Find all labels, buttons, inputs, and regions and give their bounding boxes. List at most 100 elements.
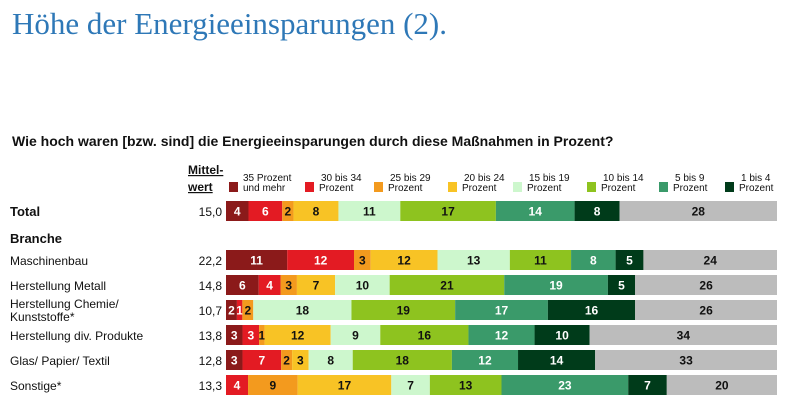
legend-swatch-8: [725, 182, 734, 192]
data-label-herstellung-div-produkte-4: 12: [291, 329, 305, 343]
bar-segment-sonstige-7: [501, 375, 629, 395]
data-label-glas-papier-textil-2: 7: [258, 354, 265, 368]
bar-segment-glas-papier-textil-5: [308, 350, 353, 370]
legend-label-7-line-1: 5 bis 9: [675, 173, 705, 184]
mean-value-total: 15,0: [199, 205, 223, 219]
bar-segment-herstellung-div-produkte-3: [259, 325, 265, 345]
legend-label-3-line-1: 25 bis 29: [390, 173, 431, 184]
data-label-herstellung-metall-3: 3: [285, 279, 292, 293]
data-label-herstellung-chemie-kunststoffe-7: 17: [495, 304, 509, 318]
legend-swatch-3: [374, 182, 383, 192]
data-label-maschinenbau-5: 13: [467, 254, 481, 268]
data-label-total-5: 11: [363, 205, 376, 219]
legend-label-4-line-1: 20 bis 24: [464, 173, 505, 184]
bar-segment-sonstige-2: [226, 375, 249, 395]
data-label-herstellung-metall-7: 19: [549, 279, 563, 293]
bar-segment-herstellung-metall-6: [389, 275, 505, 295]
mean-header-line-2: wert: [187, 180, 213, 194]
legend-label-1-line-1: 35 Prozent: [243, 173, 292, 184]
bar-segment-maschinenbau-6: [509, 250, 572, 270]
bar-segment-sonstige-9: [666, 375, 777, 395]
data-label-glas-papier-textil-7: 12: [478, 354, 492, 368]
bar-segment-maschinenbau-2: [287, 250, 355, 270]
data-label-total-4: 8: [313, 205, 320, 219]
data-label-herstellung-metall-2: 4: [266, 279, 273, 293]
row-label-herstellung-chemie-kunststoffe-line-1: Herstellung Chemie/: [10, 297, 119, 311]
data-label-glas-papier-textil-6: 18: [396, 354, 410, 368]
mean-value-glas-papier-textil: 12,8: [199, 354, 223, 368]
bar-segment-total-3: [282, 201, 294, 221]
row-label-total: Total: [10, 204, 40, 219]
data-label-sonstige-8: 7: [644, 379, 651, 393]
data-label-total-1: 4: [234, 205, 241, 219]
bar-segment-herstellung-div-produkte-2: [242, 325, 260, 345]
data-label-glas-papier-textil-8: 14: [550, 354, 564, 368]
bar-segment-maschinenbau-9: [643, 250, 777, 270]
section-label-branche: Branche: [10, 231, 62, 246]
bar-segment-glas-papier-textil-7: [451, 350, 519, 370]
bar-segment-glas-papier-textil-2: [242, 350, 282, 370]
row-label-glas-papier-textil: Glas/ Papier/ Textil: [10, 354, 110, 368]
legend-label-2-line-1: 30 bis 34: [321, 173, 362, 184]
data-label-glas-papier-textil-5: 8: [327, 354, 334, 368]
data-label-maschinenbau-1: 11: [250, 254, 263, 268]
legend-label-1-line-2: und mehr: [243, 183, 286, 194]
bar-segment-herstellung-chemie-kunststoffe-3: [242, 300, 254, 320]
data-label-glas-papier-textil-3: 2: [283, 354, 290, 368]
bar-segment-total-8: [574, 201, 620, 221]
bar-segment-sonstige-4: [297, 375, 392, 395]
data-label-herstellung-metall-8: 5: [618, 279, 625, 293]
bar-segment-glas-papier-textil-6: [352, 350, 452, 370]
legend-label-3-line-2: Prozent: [388, 183, 423, 194]
bar-segment-herstellung-metall-2: [258, 275, 281, 295]
mean-value-herstellung-div-produkte: 13,8: [199, 329, 223, 343]
row-label-maschinenbau: Maschinenbau: [10, 254, 88, 268]
bar-segment-herstellung-metall-1: [226, 275, 259, 295]
data-label-sonstige-2: 4: [234, 379, 241, 393]
bar-segment-herstellung-chemie-kunststoffe-5: [253, 300, 352, 320]
data-label-glas-papier-textil-4: 3: [297, 354, 304, 368]
legend-label-2-line-2: Prozent: [319, 183, 354, 194]
bar-segment-sonstige-8: [628, 375, 667, 395]
legend-label-4-line-2: Prozent: [462, 183, 497, 194]
row-label-sonstige: Sonstige*: [10, 379, 62, 393]
data-label-total-3: 2: [285, 205, 292, 219]
bar-segment-total-7: [495, 201, 575, 221]
bar-segment-glas-papier-textil-1: [226, 350, 243, 370]
bar-segment-herstellung-chemie-kunststoffe-1: [226, 300, 237, 320]
legend-swatch-7: [659, 182, 668, 192]
page-title: Höhe der Energieeinsparungen (2).: [12, 6, 447, 41]
mean-header-line-1: Mittel-: [188, 163, 223, 177]
data-label-sonstige-9: 20: [715, 379, 729, 393]
mean-value-sonstige: 13,3: [199, 379, 223, 393]
bar-segment-herstellung-div-produkte-5: [330, 325, 381, 345]
bar-segment-total-9: [619, 201, 777, 221]
data-label-maschinenbau-6: 11: [534, 254, 547, 268]
bar-segment-herstellung-metall-7: [504, 275, 608, 295]
bar-segment-sonstige-5: [391, 375, 430, 395]
data-label-herstellung-div-produkte-9: 34: [677, 329, 691, 343]
data-label-maschinenbau-4: 12: [397, 254, 411, 268]
data-label-herstellung-chemie-kunststoffe-1: 2: [228, 304, 235, 318]
data-label-herstellung-chemie-kunststoffe-2: 1: [236, 304, 243, 318]
bar-segment-maschinenbau-1: [226, 250, 288, 270]
legend-label-8-line-1: 1 bis 4: [741, 173, 771, 184]
bar-segment-glas-papier-textil-3: [281, 350, 293, 370]
data-label-herstellung-chemie-kunststoffe-5: 18: [296, 304, 310, 318]
data-label-herstellung-metall-4: 7: [313, 279, 320, 293]
data-label-herstellung-div-produkte-1: 3: [231, 329, 238, 343]
bar-segment-maschinenbau-5: [437, 250, 510, 270]
bar-segment-sonstige-3: [248, 375, 298, 395]
data-label-glas-papier-textil-1: 3: [231, 354, 238, 368]
chart-question: Wie hoch waren [bzw. sind] die Energieei…: [12, 133, 614, 149]
bar-segment-herstellung-div-produkte-6: [380, 325, 469, 345]
legend-swatch-2: [305, 182, 314, 192]
bar-segment-herstellung-chemie-kunststoffe-2: [236, 300, 243, 320]
data-label-herstellung-chemie-kunststoffe-8: 16: [585, 304, 599, 318]
legend-swatch-6: [587, 182, 596, 192]
legend-swatch-4: [448, 182, 457, 192]
data-label-herstellung-metall-1: 6: [239, 279, 246, 293]
data-label-total-6: 17: [441, 205, 455, 219]
data-label-maschinenbau-2: 12: [314, 254, 328, 268]
